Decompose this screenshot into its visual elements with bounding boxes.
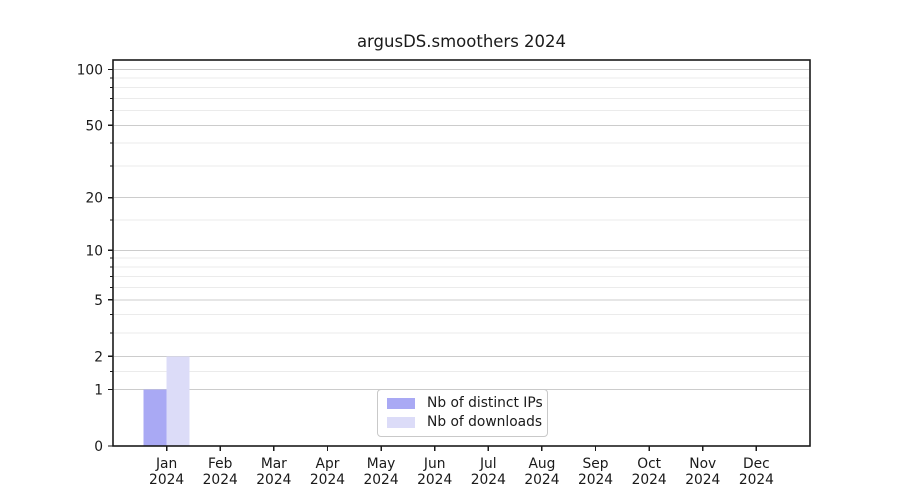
chart-title: argusDS.smoothers 2024 — [356, 32, 567, 51]
x-tick-month-label: Apr — [316, 456, 340, 472]
y-tick-label: 5 — [94, 293, 103, 309]
bar-nb-of-downloads — [166, 356, 190, 446]
x-tick-month-label: Mar — [261, 456, 287, 472]
y-tick-label: 0 — [94, 439, 103, 455]
y-tick-label: 20 — [85, 191, 103, 207]
plot-border — [112, 59, 811, 447]
legend-swatch-downloads — [387, 417, 415, 428]
legend: Nb of distinct IPs Nb of downloads — [377, 389, 548, 437]
plot-frame — [112, 59, 811, 447]
y-axis-ticks: 0 1 2 5 10 20 50 100 — [77, 63, 113, 455]
x-tick-year-label: 2024 — [685, 472, 720, 488]
x-tick-year-label: 2024 — [632, 472, 667, 488]
x-tick-year-label: 2024 — [149, 472, 184, 488]
y-tick-label: 1 — [94, 382, 103, 398]
x-tick-year-label: 2024 — [578, 472, 613, 488]
x-tick-year-label: 2024 — [739, 472, 774, 488]
y-tick-label: 10 — [85, 243, 103, 259]
x-tick-month-label: Jun — [423, 456, 446, 472]
bar-nb-of-distinct-ips — [143, 389, 167, 446]
x-tick-month-label: Jan — [155, 456, 177, 472]
x-tick-year-label: 2024 — [310, 472, 345, 488]
y-tick-label: 2 — [94, 349, 103, 365]
y-tick-label: 50 — [85, 118, 103, 134]
x-tick-year-label: 2024 — [524, 472, 559, 488]
legend-item-distinct-ips: Nb of distinct IPs — [387, 396, 543, 411]
x-tick-month-label: Sep — [583, 456, 609, 472]
y-tick-label: 100 — [77, 63, 103, 79]
x-tick-month-label: Oct — [637, 456, 661, 472]
x-tick-month-label: Dec — [743, 456, 770, 472]
x-tick-month-label: Feb — [208, 456, 232, 472]
x-axis-ticks: Jan2024Feb2024Mar2024Apr2024May2024Jun20… — [149, 446, 774, 488]
x-tick-month-label: Aug — [528, 456, 555, 472]
bars — [143, 356, 190, 446]
x-tick-month-label: Nov — [689, 456, 716, 472]
x-tick-year-label: 2024 — [203, 472, 238, 488]
legend-label-downloads: Nb of downloads — [427, 414, 543, 430]
x-tick-year-label: 2024 — [364, 472, 399, 488]
legend-swatch-distinct-ips — [387, 398, 415, 409]
legend-label-distinct-ips: Nb of distinct IPs — [427, 395, 543, 411]
x-tick-month-label: May — [367, 456, 396, 472]
x-tick-year-label: 2024 — [417, 472, 452, 488]
legend-item-downloads: Nb of downloads — [387, 415, 542, 430]
minor-gridlines — [114, 77, 809, 372]
major-gridlines — [114, 69, 809, 390]
x-tick-year-label: 2024 — [256, 472, 291, 488]
x-tick-month-label: Jul — [479, 456, 497, 472]
x-tick-year-label: 2024 — [471, 472, 506, 488]
